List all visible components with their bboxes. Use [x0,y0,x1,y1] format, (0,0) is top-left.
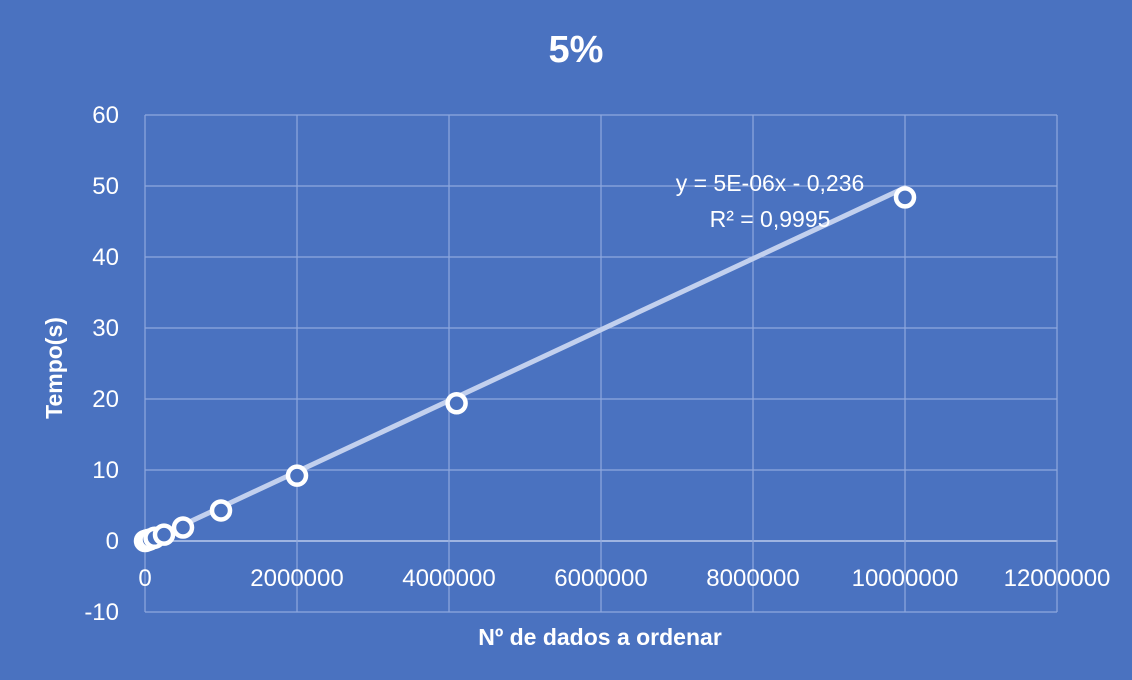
y-axis-title: Tempo(s) [41,317,67,419]
x-axis-title: Nº de dados a ordenar [478,624,722,650]
x-tick-label: 12000000 [1004,565,1111,592]
x-tick-label: 8000000 [706,565,799,592]
grid-layer [144,114,1058,613]
y-tick-label: 10 [92,457,119,484]
tick-layer: -10 0 10 20 30 40 50 60 0 2000000 4000000 6000000 80… [84,102,1110,626]
y-tick-label: 20 [92,386,119,413]
trendline [142,185,908,546]
trendline-r-squared: R² = 0,9995 [710,206,831,232]
x-tick-label: 10000000 [852,565,959,592]
y-tick-label: 0 [106,528,119,555]
x-tick-label: 4000000 [402,565,495,592]
x-tick-label: 6000000 [554,565,647,592]
x-tick-label: 2000000 [250,565,343,592]
y-tick-label: 50 [92,173,119,200]
data-point [893,186,917,209]
data-point-layer [133,186,917,553]
x-tick-label: 0 [138,565,151,592]
y-tick-label: 40 [92,244,119,271]
y-tick-label: 60 [92,102,119,129]
data-point [171,516,195,539]
trendline-equation: y = 5E-06x - 0,236 [676,170,865,196]
data-point [445,392,468,415]
data-point [152,523,176,546]
chart-title: 5% [549,29,604,71]
trendline-layer [142,185,908,546]
data-point [285,464,309,487]
data-point [209,499,233,522]
y-tick-label: -10 [84,599,119,626]
y-tick-label: 30 [92,315,119,342]
